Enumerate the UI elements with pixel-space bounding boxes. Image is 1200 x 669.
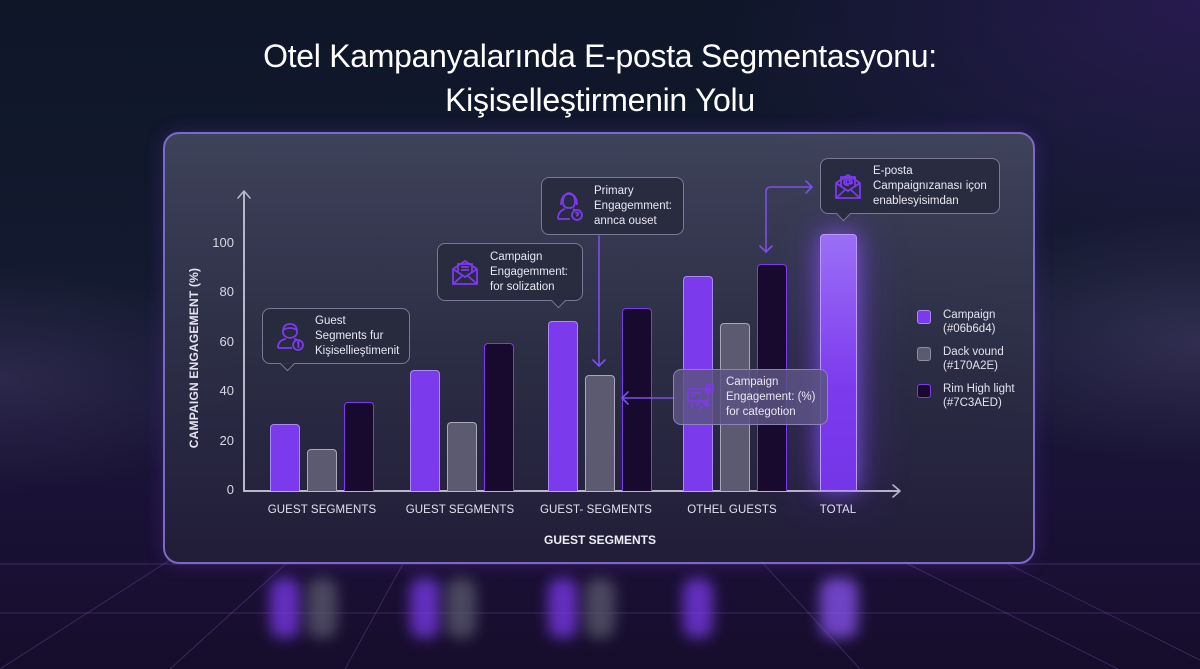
- y-tick: 0: [226, 482, 234, 497]
- title-line-2: Kişiselleştirmenin Yolu: [445, 82, 755, 118]
- bar-campaign: [270, 424, 300, 491]
- title-line-1: Otel Kampanyalarında E-posta Segmentasyo…: [263, 38, 937, 74]
- callout-campaign-engagement: Campaign Engagemment: for solization: [437, 243, 583, 309]
- callout-categotion: Campaign Engagement: (%) for categotion: [673, 369, 828, 425]
- y-tick: 100: [212, 235, 234, 250]
- email-at-icon: [835, 173, 861, 199]
- bar-reflection: [410, 578, 440, 638]
- callout-line: Guest: [315, 314, 346, 327]
- message-card-icon: [687, 384, 714, 410]
- y-tick: 20: [219, 433, 234, 448]
- x-axis: [243, 490, 899, 492]
- callout-line: annca ouset: [594, 214, 657, 227]
- bar-reflection: [548, 578, 578, 638]
- legend-swatch: [917, 310, 931, 324]
- legend-swatch: [917, 384, 931, 398]
- callout-line: E-posta: [873, 164, 913, 177]
- support-agent-icon: [557, 192, 583, 221]
- y-tick: 40: [219, 383, 234, 398]
- y-axis-label: CAMPAIGN ENGAGEMENT (%): [187, 267, 201, 449]
- x-tick: GUEST SEGMENTS: [267, 504, 377, 516]
- bar-reflection: [270, 578, 300, 638]
- x-tick: OTHEL GUESTS: [687, 504, 777, 516]
- legend-item-dack-vound: Dack vound (#170A2E): [917, 345, 1015, 373]
- legend-label: (#06b6d4): [943, 323, 996, 335]
- y-tick: 80: [219, 284, 234, 299]
- chart-legend: Campaign (#06b6d4) Dack vound (#170A2E) …: [917, 308, 1015, 419]
- callout-line: Engagemment:: [594, 199, 672, 212]
- y-tick: 60: [219, 334, 234, 349]
- callout-line: Campaign: [490, 250, 543, 263]
- callout-line: Kişisellieştimenit: [315, 344, 400, 357]
- user-badge-icon: [277, 323, 304, 351]
- bar-dark: [344, 402, 374, 491]
- legend-swatch: [917, 347, 931, 361]
- legend-label: (#170A2E): [943, 360, 998, 372]
- callout-line: for solization: [490, 280, 555, 293]
- bar-reflection: [683, 578, 713, 638]
- callout-line: Engagement: (%): [726, 390, 816, 403]
- legend-item-campaign: Campaign (#06b6d4): [917, 308, 1015, 336]
- callout-guest-segments: Guest Segments fur Kişisellieştimenit: [262, 308, 410, 372]
- bar-reflection: [585, 578, 615, 638]
- callout-line: Primary: [594, 184, 634, 197]
- x-tick: TOTAL: [819, 504, 857, 516]
- x-tick: GUEST SEGMENTS: [405, 504, 515, 516]
- bar-dark: [622, 308, 652, 491]
- y-axis: [243, 192, 245, 491]
- legend-label: (#7C3AED): [943, 397, 1002, 409]
- legend-label: Dack vound: [943, 346, 1004, 358]
- callout-line: enablesyisimdan: [873, 194, 959, 207]
- legend-item-rim-highlight: Rim High light (#7C3AED): [917, 382, 1015, 410]
- callout-eposta: E-posta Campaignızanası içon enablesyisi…: [820, 158, 1000, 222]
- callout-primary-engagement: Primary Engagemment: annca ouset: [541, 177, 684, 235]
- page-title: Otel Kampanyalarında E-posta Segmentasyo…: [0, 34, 1200, 122]
- bar-gray: [585, 375, 615, 491]
- bar-reflection: [446, 578, 476, 638]
- bar-campaign: [410, 370, 440, 491]
- callout-line: Segments fur: [315, 329, 384, 342]
- callout-line: Campaignızanası içon: [873, 179, 987, 192]
- bar-dark: [484, 343, 514, 491]
- legend-label: Rim High light: [943, 383, 1015, 395]
- bar-campaign: [548, 321, 578, 491]
- bar-total: [820, 234, 857, 491]
- x-axis-label: GUEST SEGMENTS: [543, 533, 657, 547]
- bar-reflection: [307, 578, 337, 638]
- callout-line: Campaign: [726, 375, 779, 388]
- bar-gray: [307, 449, 337, 491]
- bar-gray: [447, 422, 477, 491]
- legend-label: Campaign: [943, 309, 996, 321]
- envelope-letter-icon: [452, 259, 478, 285]
- callout-line: Engagemment:: [490, 265, 568, 278]
- callout-line: for categotion: [726, 405, 796, 418]
- x-tick: GUEST- SEGMENTS: [539, 504, 653, 516]
- bar-reflection: [820, 578, 858, 638]
